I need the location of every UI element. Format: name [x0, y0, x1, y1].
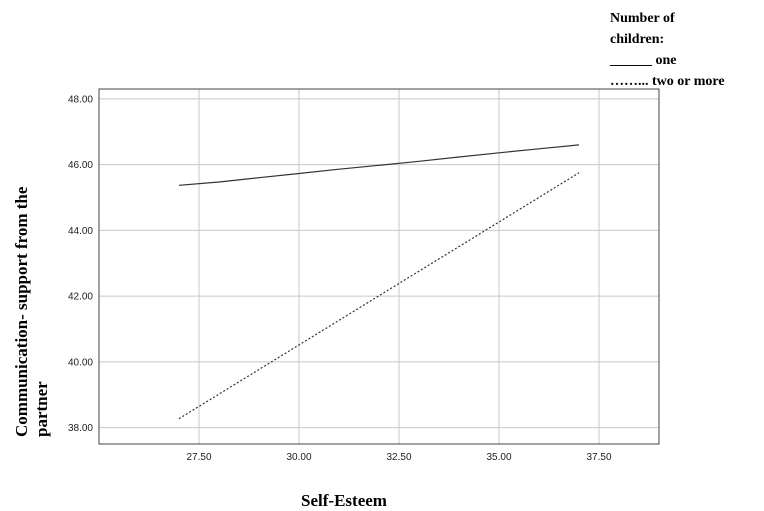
y-tick-label: 40.00 — [68, 357, 93, 368]
y-tick-label: 38.00 — [68, 423, 93, 434]
y-axis-title-line1: Communication- support from the — [12, 186, 31, 437]
legend: Number of children: ______ one ……... two… — [609, 11, 725, 89]
x-tick-label: 35.00 — [486, 452, 511, 463]
legend-title-line1: Number of — [610, 11, 675, 26]
y-axis-title-line2: partner — [32, 381, 51, 437]
plot-area-frame — [98, 88, 660, 445]
y-tick-label: 44.00 — [68, 226, 93, 237]
y-tick-label: 48.00 — [68, 94, 93, 105]
x-tick-label: 30.00 — [286, 452, 311, 463]
y-tick-label: 46.00 — [68, 160, 93, 171]
grid — [99, 89, 659, 444]
y-tick-label: 42.00 — [68, 292, 93, 303]
legend-entry-one: ______ one — [609, 53, 677, 68]
x-tick-label: 32.50 — [386, 452, 411, 463]
tick-labels: 27.50 30.00 32.50 35.00 37.50 38.00 40.00 42.00… — [68, 94, 612, 463]
series — [178, 144, 580, 420]
x-tick-label: 27.50 — [186, 452, 211, 463]
series-line-one — [178, 144, 580, 186]
x-tick-label: 37.50 — [586, 452, 611, 463]
legend-entry-two-or-more: ……... two or more — [610, 74, 725, 89]
x-axis-title: Self-Esteem — [301, 491, 387, 510]
legend-title-line2: children: — [610, 32, 664, 47]
